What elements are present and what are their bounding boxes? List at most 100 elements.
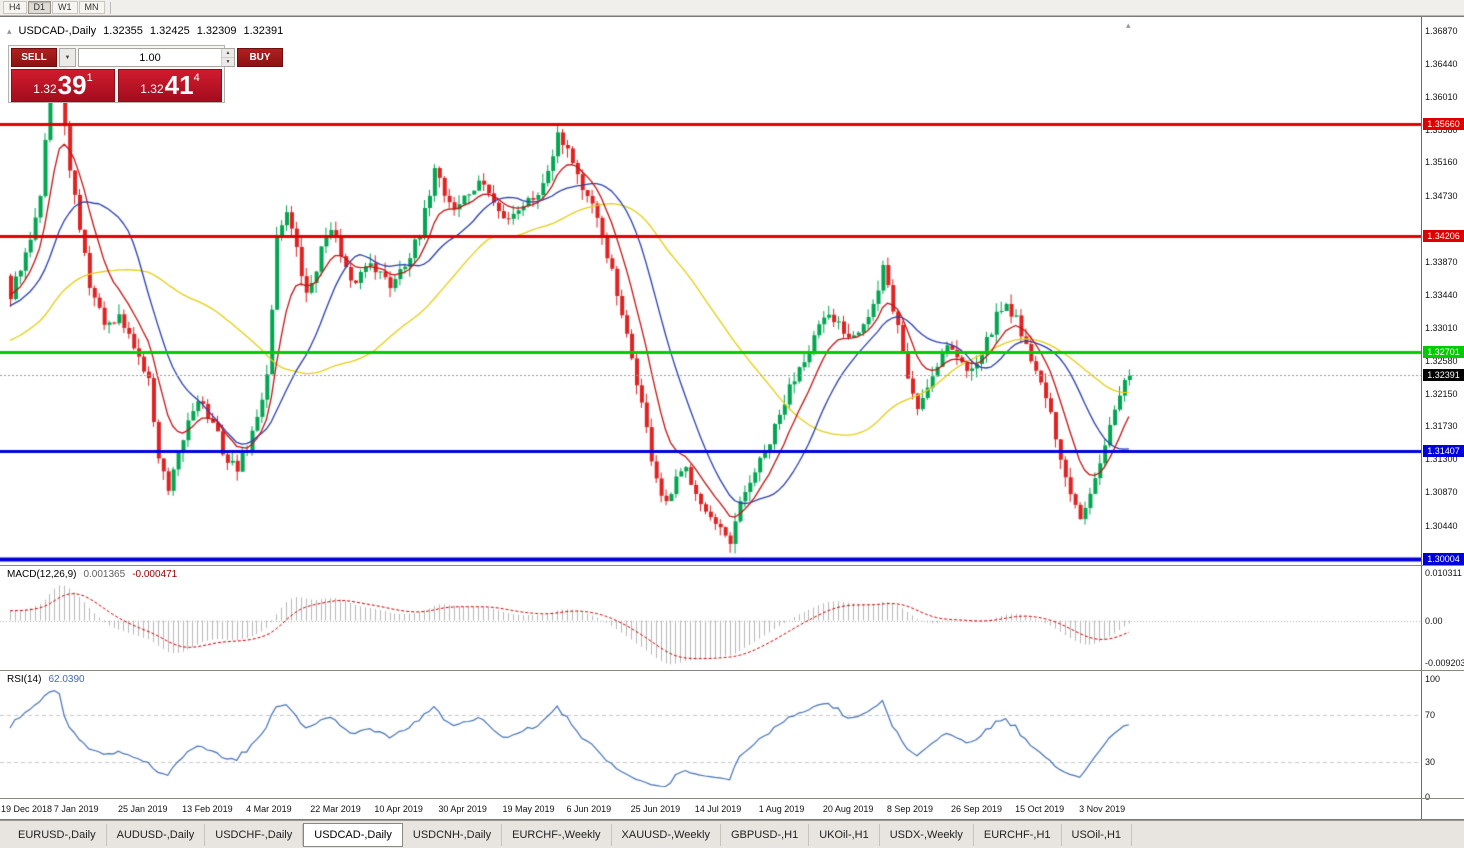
chart-tab-gbpusd-h1[interactable]: GBPUSD-,H1 — [721, 823, 810, 846]
date-axis-label: 14 Jul 2019 — [694, 804, 742, 814]
toolbar-separator — [109, 1, 111, 14]
chart-tab-usdx-weekly[interactable]: USDX-,Weekly — [880, 823, 974, 846]
price-level-badge: 1.34206 — [1423, 229, 1464, 242]
sell-price-display[interactable]: 1.32 39 1 — [11, 69, 115, 102]
price-axis-label: 1.36010 — [1425, 92, 1458, 103]
price-axis-label: 1.35580 — [1425, 125, 1458, 136]
price-axis-label: 1.30870 — [1425, 487, 1458, 498]
chart-ohlc-title: ▴ USDCAD-,Daily 1.32355 1.32425 1.32309 … — [7, 25, 283, 37]
chart-tab-ukoil-h1[interactable]: UKOil-,H1 — [809, 823, 880, 846]
date-axis-label: 6 Jun 2019 — [566, 804, 612, 814]
one-click-trading-panel: SELL ▼ ▲ ▼ BUY 1.32 39 1 1.3 — [8, 45, 283, 103]
rsi-axis-label: 70 — [1425, 709, 1436, 720]
timeframe-button-h4[interactable]: H4 — [3, 1, 27, 14]
chart-tab-usoil-h1[interactable]: USOil-,H1 — [1062, 823, 1133, 846]
price-level-badge: 1.30004 — [1423, 553, 1464, 566]
timeframe-button-mn[interactable]: MN — [78, 1, 105, 14]
macd-panel-divider — [0, 565, 1464, 566]
date-axis-label: 4 Mar 2019 — [246, 804, 292, 814]
volume-dropdown-button[interactable]: ▼ — [59, 48, 76, 67]
chart-shift-marker-icon: ▴ — [1126, 20, 1131, 30]
sell-price-prefix: 1.32 — [33, 82, 57, 96]
sell-price-sup: 1 — [86, 72, 93, 84]
price-axis-label: 1.33440 — [1425, 289, 1458, 300]
ohlc-high: 1.32425 — [149, 25, 190, 37]
current-price-badge: 1.32391 — [1423, 369, 1464, 382]
volume-field: ▲ ▼ — [78, 48, 235, 67]
date-axis-label: 26 Sep 2019 — [951, 804, 1003, 814]
rsi-axis-label: 0 — [1425, 791, 1431, 802]
rsi-axis-label: 30 — [1425, 756, 1436, 767]
sell-button[interactable]: SELL — [11, 48, 57, 67]
price-axis-label: 1.32150 — [1425, 389, 1458, 399]
rsi-indicator-label: RSI(14) 62.0390 — [7, 674, 85, 685]
date-axis-label: 25 Jun 2019 — [630, 804, 681, 814]
ohlc-close: 1.32391 — [243, 25, 284, 37]
timeframe-button-d1[interactable]: D1 — [27, 1, 52, 14]
macd-main-value: 0.001365 — [83, 569, 126, 580]
macd-axis-label: 0.010311 — [1425, 567, 1462, 578]
date-axis-label: 30 Apr 2019 — [438, 804, 487, 814]
date-axis-label: 22 Mar 2019 — [310, 804, 361, 814]
rsi-value: 62.0390 — [48, 674, 85, 685]
price-axis-label: 1.35160 — [1425, 157, 1458, 168]
chart-tab-usdcad-daily[interactable]: USDCAD-,Daily — [303, 822, 403, 847]
date-axis-label: 20 Aug 2019 — [822, 804, 874, 814]
chart-tab-usdcnh-daily[interactable]: USDCNH-,Daily — [403, 823, 503, 846]
chart-tab-audusd-daily[interactable]: AUDUSD-,Daily — [107, 823, 206, 846]
date-axis-label: 1 Aug 2019 — [758, 804, 805, 814]
price-axis-label: 1.32580 — [1425, 355, 1458, 366]
volume-decrease-button[interactable]: ▼ — [222, 57, 234, 66]
ohlc-open: 1.32355 — [103, 25, 143, 37]
date-axis-divider — [0, 798, 1464, 799]
chart-canvas[interactable] — [0, 17, 1421, 819]
macd-signal-value: -0.000471 — [132, 569, 178, 580]
date-axis-label: 8 Sep 2019 — [886, 804, 933, 814]
price-level-badge: 1.31407 — [1423, 445, 1464, 458]
price-axis-label: 1.30440 — [1425, 520, 1458, 531]
chart-window: ▴ ▴ USDCAD-,Daily 1.32355 1.32425 1.3230… — [0, 16, 1464, 820]
price-axis-label: 1.36440 — [1425, 59, 1458, 69]
chart-tab-eurchf-h1[interactable]: EURCHF-,H1 — [974, 823, 1062, 846]
volume-increase-button[interactable]: ▲ — [222, 49, 234, 57]
chart-tab-eurusd-daily[interactable]: EURUSD-,Daily — [8, 823, 107, 846]
price-axis-label: 1.33010 — [1425, 322, 1458, 333]
panel-collapse-icon[interactable]: ▴ — [7, 25, 12, 36]
price-level-badge: 1.32701 — [1423, 345, 1464, 358]
chart-symbol-label: USDCAD-,Daily — [18, 25, 97, 37]
buy-price-sup: 4 — [193, 72, 200, 84]
price-axis-label: 1.31300 — [1425, 454, 1458, 465]
date-axis-label: 19 Dec 2018 — [1, 804, 53, 814]
date-axis-label: 13 Feb 2019 — [182, 804, 233, 814]
buy-price-prefix: 1.32 — [140, 82, 164, 96]
date-axis[interactable]: 19 Dec 2018 7 Jan 2019 25 Jan 2019 13 Feb 2… — [0, 800, 1421, 820]
price-axis[interactable]: 1.36870 1.36440 1.36010 1.35580 1.35160 1.347… — [1421, 17, 1464, 819]
chart-tab-eurchf-weekly[interactable]: EURCHF-,Weekly — [502, 823, 612, 846]
rsi-title: RSI(14) — [7, 674, 42, 685]
rsi-panel-divider — [0, 670, 1464, 671]
volume-input[interactable] — [79, 49, 221, 66]
volume-spinner: ▲ ▼ — [221, 49, 234, 66]
buy-price-big: 41 — [164, 70, 194, 100]
price-axis-label: 1.33870 — [1425, 256, 1458, 267]
chart-tab-bar: EURUSD-,Daily AUDUSD-,Daily USDCHF-,Daily U… — [0, 820, 1464, 848]
buy-button[interactable]: BUY — [237, 48, 283, 67]
price-axis-label: 1.31730 — [1425, 421, 1458, 432]
ohlc-low: 1.32309 — [196, 25, 237, 37]
rsi-axis-label: 100 — [1425, 674, 1441, 685]
macd-axis-label: -0.009203 — [1425, 658, 1464, 669]
chart-tab-xauusd-weekly[interactable]: XAUUSD-,Weekly — [612, 823, 721, 846]
macd-axis-label: 0.00 — [1425, 615, 1443, 626]
date-axis-label: 15 Oct 2019 — [1015, 804, 1065, 814]
price-level-badge: 1.35660 — [1423, 118, 1464, 130]
chart-tab-usdchf-daily[interactable]: USDCHF-,Daily — [205, 823, 304, 846]
date-axis-label: 3 Nov 2019 — [1079, 804, 1126, 814]
price-axis-label: 1.36870 — [1425, 25, 1458, 36]
date-axis-label: 7 Jan 2019 — [53, 804, 99, 814]
timeframe-toolbar: H4 D1 W1 MN — [0, 0, 1464, 16]
timeframe-button-w1[interactable]: W1 — [52, 1, 78, 14]
sell-price-big: 39 — [57, 70, 87, 100]
buy-price-display[interactable]: 1.32 41 4 — [118, 69, 222, 102]
date-axis-label: 19 May 2019 — [502, 804, 555, 814]
